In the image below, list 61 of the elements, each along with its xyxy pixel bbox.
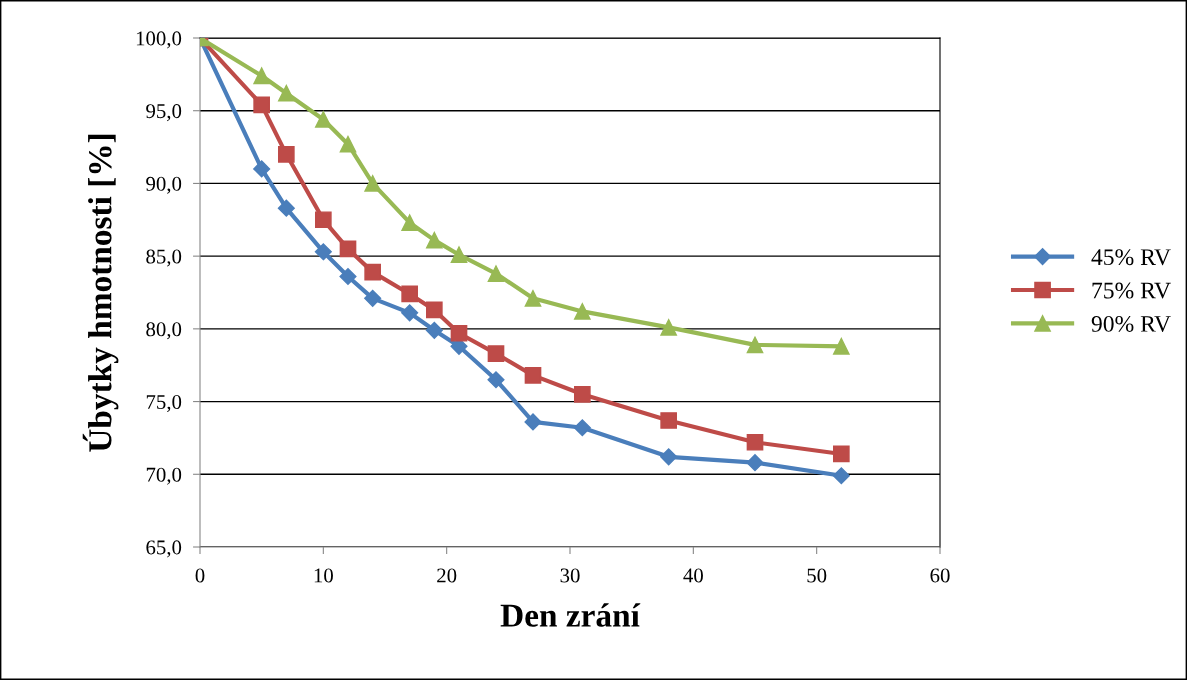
point (253, 96, 271, 114)
point (253, 160, 271, 178)
y-axis-title: Úbytky hmotnosti [%] (82, 134, 119, 452)
y-tick-label: 90,0 (146, 176, 182, 194)
point (450, 324, 468, 342)
point (660, 412, 678, 429)
point (746, 454, 764, 472)
point (832, 445, 850, 463)
y-tick-label: 65,0 (146, 540, 182, 558)
point (487, 345, 505, 362)
point (660, 319, 678, 336)
legend-label: 75% RV (1092, 282, 1171, 299)
y-tick-label: 85,0 (146, 249, 182, 267)
x-tick-label: 30 (560, 568, 580, 583)
point (314, 243, 332, 261)
point (573, 303, 591, 320)
point (401, 285, 419, 303)
x-tick-label: 50 (807, 568, 827, 583)
legend-label: 90% RV (1091, 315, 1171, 332)
point (364, 289, 382, 307)
point (524, 413, 542, 431)
point (573, 419, 591, 437)
x-axis-title: Den zrání (500, 603, 641, 627)
point (314, 211, 332, 229)
x-tick-label: 0 (195, 568, 205, 583)
legend-label: 45% RV (1091, 249, 1171, 266)
y-tick-label: 95,0 (146, 104, 182, 122)
point (401, 214, 419, 232)
point (524, 367, 542, 384)
point (425, 321, 443, 339)
point (425, 231, 443, 249)
y-tick-label: 75,0 (146, 394, 182, 412)
point (277, 84, 295, 102)
point (573, 385, 591, 403)
point (450, 246, 468, 264)
point (339, 267, 357, 286)
point (832, 467, 850, 485)
x-tick-label: 40 (683, 568, 703, 583)
point (277, 199, 295, 217)
x-tick-label: 60 (930, 568, 950, 583)
point (401, 304, 419, 322)
point (746, 433, 764, 451)
point (425, 301, 443, 319)
point (524, 289, 542, 307)
y-tick-label: 70,0 (146, 467, 182, 485)
point (364, 263, 382, 281)
point (277, 146, 295, 163)
point (487, 265, 505, 282)
x-tick-label: 10 (314, 568, 333, 583)
point (832, 337, 850, 355)
point (660, 448, 678, 466)
point (339, 135, 357, 153)
point (487, 371, 505, 389)
point (253, 67, 271, 85)
point (314, 111, 332, 128)
point (339, 240, 357, 258)
point (364, 175, 382, 192)
y-tick-label: 100,0 (136, 31, 182, 49)
y-tick-label: 80,0 (146, 322, 182, 340)
x-tick-label: 20 (437, 568, 457, 583)
point (746, 336, 764, 354)
